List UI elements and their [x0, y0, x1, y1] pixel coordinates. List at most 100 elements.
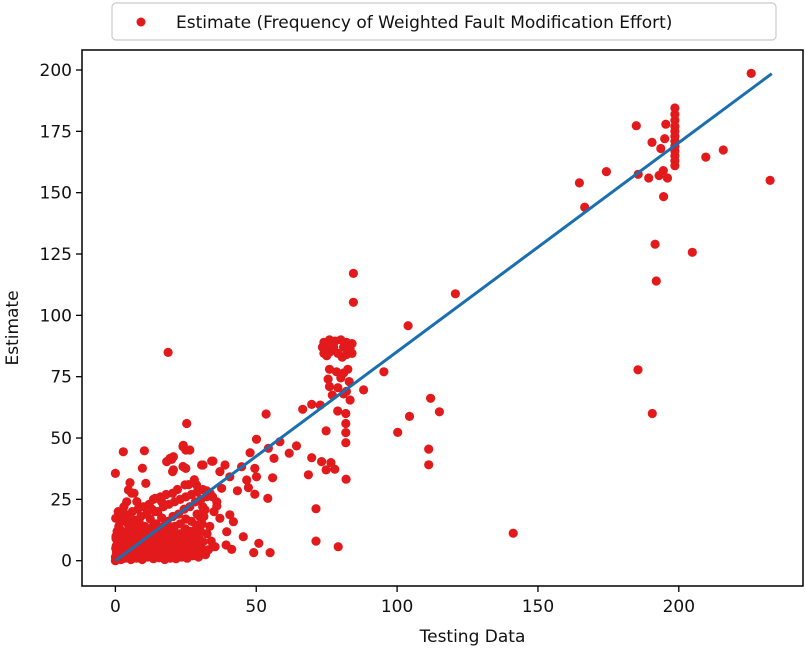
data-point — [215, 467, 225, 477]
y-tick-label: 175 — [40, 122, 72, 142]
data-point — [144, 499, 154, 509]
data-point — [330, 464, 340, 474]
data-point — [660, 134, 670, 144]
data-point — [243, 483, 253, 493]
data-point — [656, 143, 666, 154]
data-point — [137, 463, 147, 473]
data-point — [347, 348, 357, 358]
data-point — [245, 448, 255, 458]
data-point — [701, 152, 711, 162]
y-tick-label: 150 — [40, 184, 72, 204]
x-tick-label: 0 — [110, 597, 121, 617]
data-point — [311, 536, 321, 546]
data-point — [321, 426, 331, 436]
x-tick-label: 50 — [245, 597, 267, 617]
data-point — [251, 434, 262, 444]
y-tick-label: 0 — [61, 552, 72, 572]
data-point — [337, 352, 347, 362]
data-point — [163, 347, 173, 357]
data-point — [333, 383, 343, 393]
data-point — [601, 167, 612, 177]
data-point — [139, 446, 149, 456]
data-point — [251, 472, 262, 482]
fit-line-group — [114, 72, 773, 562]
data-point — [178, 442, 188, 452]
data-point — [393, 427, 403, 437]
data-point — [298, 404, 308, 414]
data-point — [403, 321, 413, 331]
data-point — [254, 538, 264, 548]
data-point — [225, 510, 235, 520]
data-point — [324, 364, 335, 374]
data-point — [303, 470, 313, 480]
data-point — [321, 465, 331, 475]
data-point — [220, 460, 230, 470]
data-point — [379, 367, 389, 377]
data-point — [341, 418, 351, 429]
data-point — [222, 527, 232, 537]
data-point — [140, 521, 150, 532]
data-point — [348, 297, 358, 307]
data-point — [215, 513, 225, 523]
data-point — [434, 407, 444, 417]
y-tick-label: 75 — [50, 368, 72, 388]
y-axis-title: Estimate — [3, 290, 23, 365]
x-axis-title: Testing Data — [419, 627, 526, 647]
data-point — [250, 463, 260, 473]
y-tick-label: 125 — [40, 245, 72, 265]
x-tick-label: 150 — [522, 597, 554, 617]
x-tick-label: 100 — [381, 597, 413, 617]
data-point — [322, 351, 332, 361]
data-point — [206, 536, 216, 546]
data-point — [198, 460, 208, 470]
data-point — [670, 161, 680, 171]
data-point — [647, 408, 657, 419]
plot-frame — [81, 49, 804, 587]
data-point — [307, 399, 317, 409]
data-point — [178, 461, 188, 472]
data-point — [341, 438, 351, 448]
data-point — [228, 517, 238, 527]
data-point — [208, 456, 218, 466]
data-point — [110, 468, 120, 478]
data-point — [172, 484, 182, 495]
data-point — [167, 454, 177, 464]
data-point — [633, 365, 643, 375]
data-point — [631, 121, 641, 131]
data-point — [197, 519, 207, 529]
data-point — [203, 545, 213, 555]
data-point — [132, 497, 142, 507]
data-point — [336, 373, 346, 383]
data-point — [654, 170, 664, 181]
data-point — [323, 374, 333, 384]
data-point — [341, 408, 351, 419]
data-point — [687, 247, 697, 257]
data-point — [129, 488, 139, 498]
data-point — [765, 175, 775, 185]
data-point — [208, 492, 218, 502]
data-point — [268, 473, 278, 483]
data-point — [333, 406, 343, 416]
data-point — [508, 528, 518, 538]
data-point — [341, 474, 351, 484]
legend-box — [111, 2, 777, 41]
data-point — [718, 145, 728, 155]
data-point — [168, 465, 178, 475]
legend-marker — [136, 17, 146, 27]
data-point — [662, 173, 673, 183]
data-point — [311, 504, 321, 514]
data-point — [198, 484, 208, 495]
data-point — [122, 497, 132, 507]
x-axis: 0 50 100 150 200 — [110, 586, 695, 617]
y-axis: 0 25 50 75 100 125 150 175 200 — [40, 61, 82, 572]
data-point — [341, 428, 351, 438]
data-point — [291, 441, 302, 451]
data-point — [307, 453, 317, 463]
data-point — [650, 239, 660, 249]
data-point — [261, 409, 271, 419]
data-point — [198, 502, 208, 512]
data-point — [209, 507, 219, 517]
data-point — [424, 460, 434, 470]
data-point — [227, 544, 237, 555]
data-point — [659, 192, 669, 202]
